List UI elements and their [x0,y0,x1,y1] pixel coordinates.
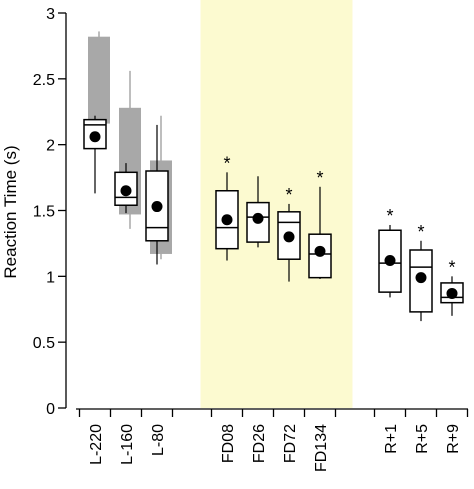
y-tick-label-0.5: 0.5 [33,335,55,352]
y-tick-label-0: 0 [46,401,55,418]
significance-star-R+9: * [448,257,455,277]
significance-star-FD08: * [223,153,230,173]
significance-star-FD134: * [316,168,323,188]
x-tick-label-FD26: FD26 [251,424,268,463]
x-tick-label-FD134: FD134 [313,424,330,472]
mean-dot-FD08 [221,214,233,226]
box-layer: * * * * * * [83,115,464,322]
mean-dot-L-80 [151,201,163,213]
mean-dot-L-220 [89,131,101,143]
gray-box-L-220 [88,36,110,124]
mean-dot-FD134 [314,245,326,257]
axes-layer: 0 0.5 1 1.5 2 2.5 3 L-220 L-160 L-80 FD08 FD26 FD72 F… [33,6,469,472]
y-tick-label-2: 2 [46,138,55,155]
y-tick-label-1.5: 1.5 [33,204,55,221]
significance-star-R+1: * [386,206,393,226]
y-tick-label-1: 1 [46,269,55,286]
x-tick-label-R+9: R+9 [445,424,462,454]
y-tick-label-3: 3 [46,6,55,23]
y-tick-label-2.5: 2.5 [33,72,55,89]
x-tick-label-L-160: L-160 [119,424,136,465]
mean-dot-L-160 [120,185,132,197]
x-tick-label-FD08: FD08 [220,424,237,463]
x-tick-label-R+1: R+1 [383,424,400,454]
mean-dot-FD26 [252,212,264,224]
significance-star-R+5: * [417,222,424,242]
x-tick-label-FD72: FD72 [282,424,299,463]
mean-dot-R+9 [446,287,458,299]
significance-star-FD72: * [285,185,292,205]
mean-dot-FD72 [283,231,295,243]
x-tick-label-L-80: L-80 [150,424,167,456]
mean-dot-R+5 [415,272,427,284]
y-axis-title: Reaction Time (s) [1,145,20,278]
x-tick-label-R+5: R+5 [414,424,431,454]
x-tick-label-L-220: L-220 [88,424,105,465]
mean-dot-R+1 [384,255,396,267]
